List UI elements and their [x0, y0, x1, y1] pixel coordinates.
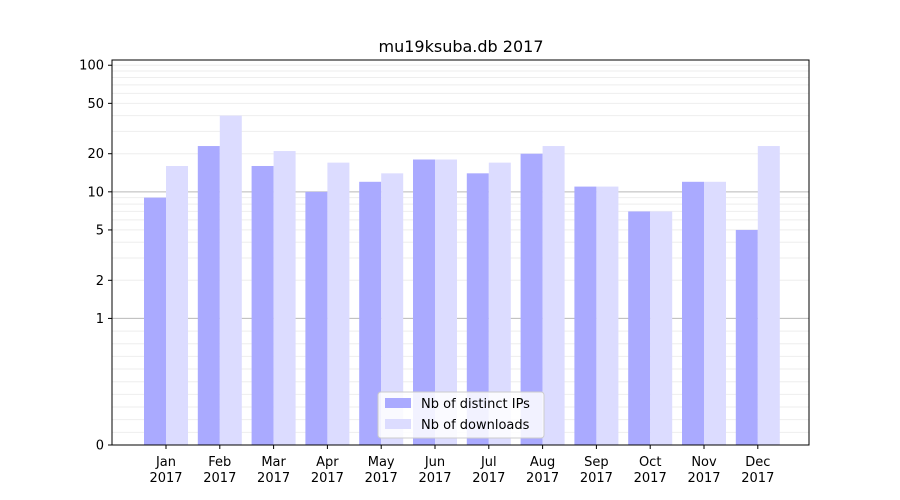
y-tick-label: 20 — [87, 147, 104, 162]
legend-swatch-downloads — [385, 419, 411, 429]
x-tick-label: May 2017 — [365, 455, 398, 486]
bars — [144, 115, 780, 446]
bar-downloads — [166, 165, 188, 446]
y-tick-label: 0 — [96, 439, 104, 454]
bar-downloads — [650, 211, 673, 445]
bar-ips — [735, 229, 758, 445]
y-tick-label: 5 — [96, 223, 104, 238]
x-axis: Jan 2017 Feb 2017 Mar 2017 Apr 2017 May 2017 Jun 20… — [149, 445, 774, 486]
bar-downloads — [488, 162, 511, 445]
legend-swatch-ips — [385, 398, 411, 408]
bar-downloads — [327, 162, 350, 445]
bar-downloads — [757, 146, 780, 445]
bar-downloads — [435, 159, 457, 445]
bar-downloads — [219, 115, 242, 445]
bar-ips — [628, 211, 651, 445]
y-tick-label: 2 — [96, 274, 104, 289]
bar-ips — [682, 181, 704, 445]
y-tick-label: 10 — [87, 185, 104, 200]
bar-ips — [520, 153, 543, 446]
x-tick-label: Mar 2017 — [257, 455, 290, 486]
bar-downloads — [542, 146, 565, 445]
plot-frame — [111, 59, 810, 446]
chart-title: mu19ksuba.db 2017 — [379, 37, 544, 56]
bar-downloads — [273, 151, 296, 445]
x-tick-label: Jul 2017 — [472, 455, 505, 486]
bar-ips — [144, 197, 166, 445]
bar-ips — [251, 165, 274, 446]
legend: Nb of distinct IPs Nb of downloads — [377, 391, 545, 439]
y-tick-label: 100 — [79, 59, 104, 74]
bar-ips — [574, 186, 597, 446]
x-tick-label: Oct 2017 — [634, 455, 667, 486]
y-tick-label: 50 — [87, 97, 104, 112]
bar-ips — [197, 146, 220, 445]
x-tick-label: Apr 2017 — [311, 455, 344, 486]
x-tick-label: Nov 2017 — [687, 455, 720, 486]
bar-ips — [413, 159, 435, 445]
y-axis: 0 1 2 5 10 20 50 100 — [79, 59, 112, 454]
x-tick-label: Dec 2017 — [741, 455, 774, 486]
bar-downloads — [704, 181, 726, 445]
x-tick-label: Jan 2017 — [149, 455, 182, 486]
bar-downloads — [381, 173, 404, 445]
bar-ips — [359, 181, 382, 445]
bar-ips — [305, 191, 328, 445]
x-tick-label: Aug 2017 — [526, 455, 559, 486]
legend-box — [377, 391, 545, 439]
x-tick-label: Feb 2017 — [203, 455, 236, 486]
bar-ips — [466, 173, 489, 445]
y-tick-label: 1 — [96, 312, 104, 327]
x-tick-label: Jun 2017 — [418, 455, 451, 486]
bar-downloads — [596, 186, 619, 446]
legend-label-ips: Nb of distinct IPs — [421, 397, 530, 412]
x-tick-label: Sep 2017 — [580, 455, 613, 486]
legend-label-downloads: Nb of downloads — [421, 418, 530, 433]
